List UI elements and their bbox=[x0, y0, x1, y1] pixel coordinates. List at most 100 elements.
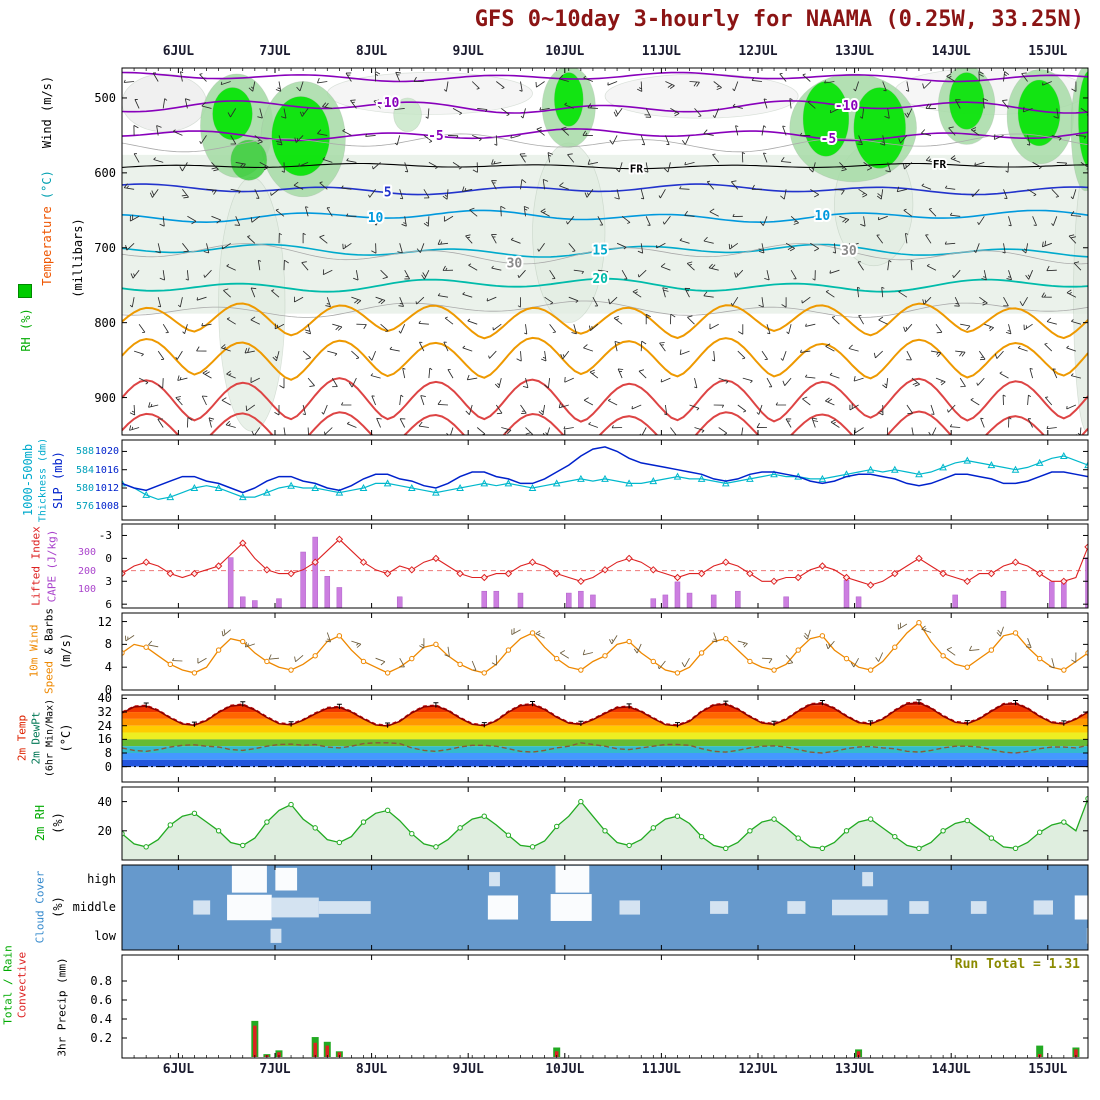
cloud-block bbox=[550, 894, 592, 921]
dewpoint-line bbox=[122, 742, 1088, 754]
rh-shading-blob bbox=[393, 97, 422, 133]
rh-shading-blob bbox=[1073, 165, 1088, 432]
cape-bar bbox=[517, 592, 524, 608]
cape-bar bbox=[1049, 581, 1055, 608]
cloud-block bbox=[710, 901, 729, 914]
cloud-block bbox=[619, 900, 641, 915]
precip-convective-bar bbox=[1074, 1049, 1078, 1057]
precip-convective-bar bbox=[253, 1025, 257, 1057]
temp-contour-line bbox=[122, 128, 1088, 142]
cloud-block bbox=[231, 865, 267, 893]
temp-contour-line bbox=[122, 277, 1088, 293]
temp-contour-line bbox=[122, 71, 1088, 83]
svg-text:-10: -10 bbox=[835, 99, 859, 114]
slp-thickness-layer bbox=[122, 446, 1088, 501]
temp-contour-line bbox=[122, 377, 1088, 423]
panel-frame bbox=[121, 786, 1089, 861]
cape-bar bbox=[783, 596, 789, 608]
temp-contour-line bbox=[122, 183, 1088, 196]
svg-text:-5: -5 bbox=[428, 129, 444, 144]
cloud-block bbox=[489, 872, 500, 887]
cloud-block bbox=[1086, 928, 1088, 944]
precip-convective-bar bbox=[856, 1051, 861, 1057]
cape-bar bbox=[710, 594, 717, 608]
cloud-block bbox=[193, 900, 211, 915]
temp-color-bands bbox=[122, 702, 1088, 767]
cape-bar bbox=[240, 596, 246, 608]
cape-bar bbox=[493, 590, 500, 608]
temp-contour-line bbox=[122, 410, 1088, 435]
svg-text:FR: FR bbox=[933, 158, 947, 171]
panel-frame bbox=[121, 612, 1089, 691]
cape-bar bbox=[252, 600, 258, 608]
cape-bar bbox=[662, 594, 669, 608]
temp-contour-line bbox=[122, 100, 1088, 114]
cloud-block bbox=[787, 901, 806, 914]
thickness-line bbox=[122, 455, 1088, 501]
svg-text:30: 30 bbox=[841, 244, 857, 259]
temp-contour-line bbox=[122, 300, 1088, 318]
precip-convective-bar bbox=[337, 1052, 342, 1057]
slp-line bbox=[122, 446, 1088, 494]
precip-convective-bar bbox=[554, 1051, 559, 1057]
rh-shading-blob bbox=[230, 139, 268, 181]
temp-contour-line bbox=[122, 133, 1088, 153]
cloud-block bbox=[487, 895, 519, 920]
cape-bar bbox=[590, 594, 596, 608]
rh-shading-blob bbox=[1077, 70, 1088, 167]
cape-bar bbox=[481, 590, 487, 608]
precip-layer bbox=[251, 1020, 1080, 1057]
wind-speed-line bbox=[122, 621, 1088, 674]
rh-legend-swatch bbox=[18, 284, 32, 298]
panel-frame bbox=[121, 439, 1089, 521]
cape-bar bbox=[227, 557, 234, 608]
cape-bar bbox=[396, 596, 403, 608]
cloud-block bbox=[862, 872, 874, 887]
cloud-block bbox=[227, 894, 272, 921]
cloud-block bbox=[970, 901, 987, 914]
temp-line bbox=[122, 702, 1088, 727]
cape-bar bbox=[300, 551, 306, 608]
cape-bar bbox=[686, 592, 693, 608]
cloud-block bbox=[832, 899, 888, 916]
temp-contour-line bbox=[122, 336, 1088, 381]
cloud-block bbox=[555, 865, 590, 893]
svg-text:-5: -5 bbox=[821, 132, 837, 147]
precip-total-bar bbox=[1036, 1045, 1044, 1057]
svg-text:-10: -10 bbox=[376, 96, 400, 111]
cloud-block bbox=[318, 901, 371, 914]
cloud-block bbox=[909, 901, 929, 914]
cloud-block bbox=[270, 928, 282, 943]
cape-bar bbox=[336, 587, 343, 608]
cloud-block bbox=[1033, 900, 1053, 915]
cape-bar bbox=[843, 579, 850, 608]
precip-convective-bar bbox=[313, 1042, 317, 1057]
rh-shading-blob bbox=[553, 72, 584, 127]
rh-shading-blob bbox=[853, 87, 907, 169]
rh-shading-blob bbox=[532, 142, 606, 324]
svg-text:15: 15 bbox=[592, 244, 608, 259]
precip-convective-bar bbox=[277, 1052, 281, 1057]
cape-bar bbox=[650, 598, 657, 608]
temp-contour-line bbox=[122, 209, 1088, 224]
cloud-block bbox=[271, 897, 319, 918]
cape-bar bbox=[578, 590, 584, 608]
cape-bar bbox=[735, 590, 741, 608]
cape-bar bbox=[1085, 557, 1088, 608]
rh-shading-blob bbox=[271, 96, 331, 177]
svg-text:FR: FR bbox=[630, 163, 644, 176]
cloud-block bbox=[1074, 895, 1088, 920]
temp-contour-line bbox=[122, 243, 1088, 265]
cape-bar bbox=[312, 536, 318, 608]
temp-contour-line bbox=[122, 162, 1088, 170]
precip-convective-bar bbox=[325, 1045, 330, 1057]
rh-layer bbox=[122, 795, 1088, 860]
panel-frame bbox=[121, 523, 1089, 609]
li-cape-layer bbox=[122, 535, 1088, 608]
lifted-index-line bbox=[122, 538, 1088, 586]
svg-text:10: 10 bbox=[368, 211, 384, 226]
cape-bar bbox=[566, 592, 572, 608]
